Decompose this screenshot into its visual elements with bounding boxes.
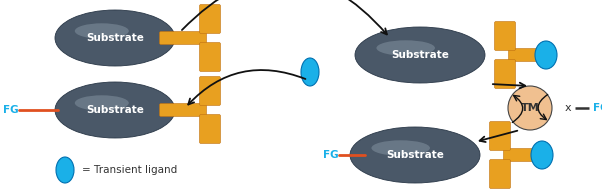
Text: Substrate: Substrate — [391, 50, 449, 60]
FancyBboxPatch shape — [494, 22, 515, 50]
FancyBboxPatch shape — [494, 60, 515, 89]
Ellipse shape — [301, 58, 319, 86]
FancyBboxPatch shape — [503, 148, 550, 161]
Text: FG: FG — [323, 150, 339, 160]
Ellipse shape — [535, 41, 557, 69]
Text: FG: FG — [593, 103, 602, 113]
FancyBboxPatch shape — [489, 160, 510, 189]
Text: TM: TM — [521, 103, 539, 113]
Ellipse shape — [56, 157, 74, 183]
Ellipse shape — [355, 27, 485, 83]
FancyBboxPatch shape — [199, 114, 220, 143]
Ellipse shape — [350, 127, 480, 183]
Text: Substrate: Substrate — [386, 150, 444, 160]
Text: Substrate: Substrate — [86, 33, 144, 43]
Ellipse shape — [55, 10, 175, 66]
FancyBboxPatch shape — [160, 31, 206, 45]
FancyBboxPatch shape — [509, 49, 556, 61]
FancyBboxPatch shape — [199, 42, 220, 71]
Ellipse shape — [75, 95, 129, 111]
Text: x: x — [565, 103, 572, 113]
Circle shape — [508, 86, 552, 130]
Ellipse shape — [531, 141, 553, 169]
Text: Substrate: Substrate — [86, 105, 144, 115]
Ellipse shape — [55, 82, 175, 138]
FancyBboxPatch shape — [199, 76, 220, 105]
Ellipse shape — [376, 40, 435, 56]
Text: = Transient ligand: = Transient ligand — [82, 165, 177, 175]
FancyBboxPatch shape — [199, 4, 220, 33]
Ellipse shape — [371, 140, 430, 156]
FancyBboxPatch shape — [160, 103, 206, 117]
Ellipse shape — [75, 23, 129, 39]
FancyBboxPatch shape — [489, 122, 510, 151]
Text: FG: FG — [3, 105, 19, 115]
